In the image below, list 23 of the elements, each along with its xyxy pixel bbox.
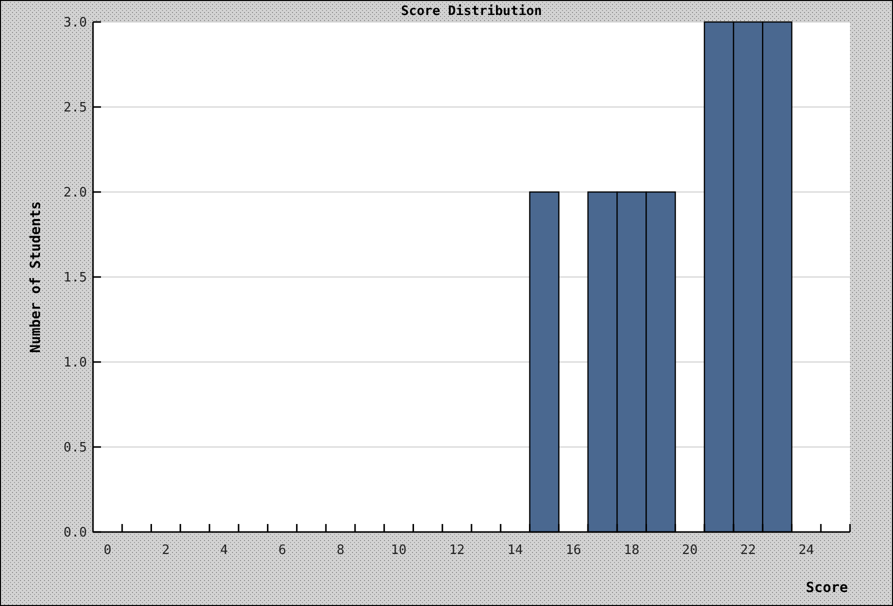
x-tick-label: 6 — [278, 543, 286, 558]
x-axis-title: Score — [806, 580, 848, 596]
x-tick-label: 14 — [507, 543, 524, 558]
x-tick-label: 24 — [798, 543, 814, 558]
x-tick-label: 12 — [449, 543, 465, 558]
y-tick-label: 2.5 — [64, 100, 87, 116]
x-tick-label: 16 — [566, 543, 582, 558]
y-tick-label: 3.0 — [64, 16, 87, 31]
x-tick-label: 2 — [162, 543, 170, 558]
y-tick-label: 0.0 — [64, 526, 87, 541]
y-tick-label: 1.0 — [64, 356, 87, 371]
y-tick-label: 2.0 — [64, 186, 87, 201]
y-tick-label: 0.5 — [64, 440, 87, 456]
x-tick-label: 22 — [740, 543, 756, 558]
y-axis-title: Number of Students — [28, 201, 44, 353]
x-tick-label: 4 — [220, 543, 228, 558]
x-tick-label: 0 — [104, 543, 112, 558]
y-tick-label: 1.5 — [64, 270, 87, 286]
x-tick-label: 18 — [624, 543, 640, 558]
x-tick-label: 8 — [336, 543, 344, 558]
chart-title: Score Distribution — [401, 4, 542, 19]
x-tick-label: 10 — [390, 543, 407, 558]
x-tick-label: 20 — [682, 543, 698, 558]
